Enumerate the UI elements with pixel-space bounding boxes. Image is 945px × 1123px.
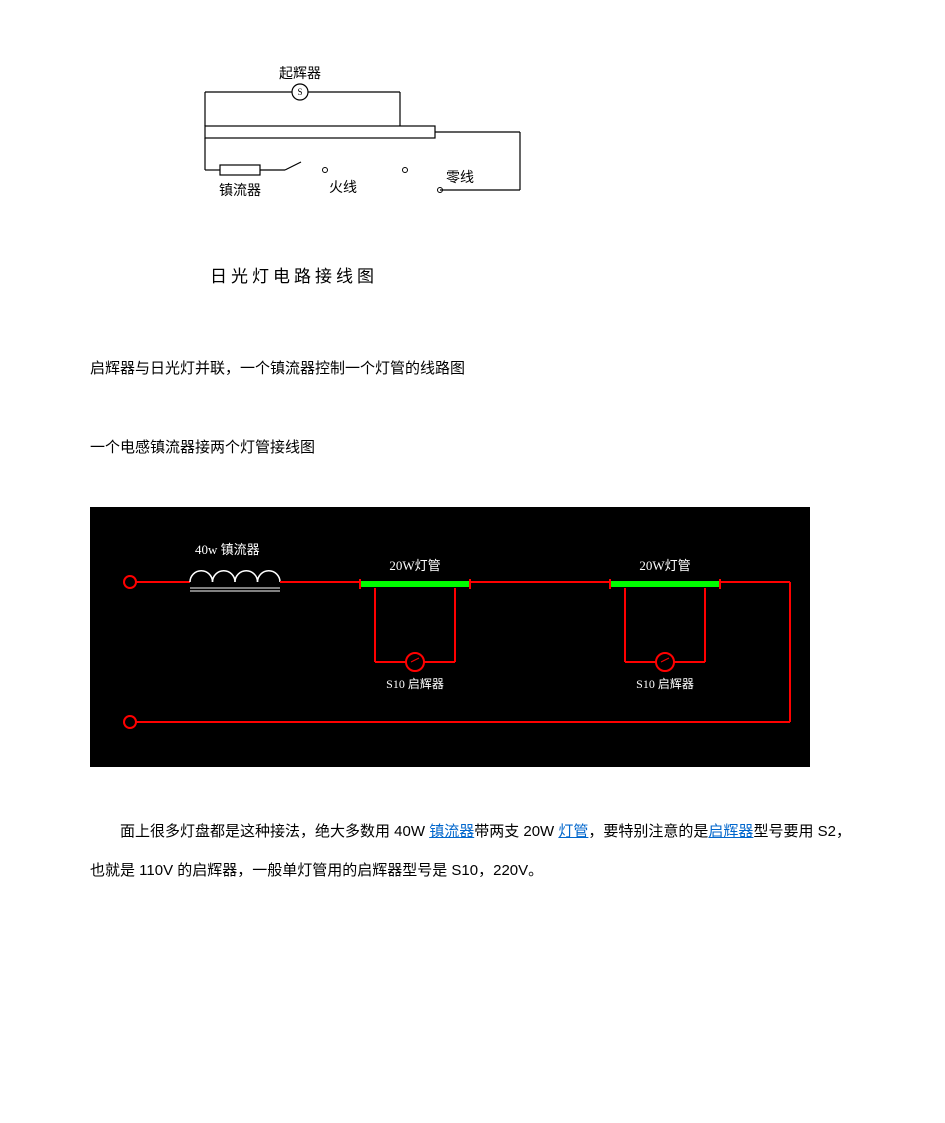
- link-ballast[interactable]: 镇流器: [429, 823, 474, 840]
- svg-text:40w 镇流器: 40w 镇流器: [195, 542, 260, 557]
- p3-text-1: 面上很多灯盘都是这种接法，绝大多数用 40W: [120, 823, 429, 840]
- paragraph-2: 一个电感镇流器接两个灯管接线图: [90, 428, 855, 467]
- svg-text:镇流器: 镇流器: [219, 183, 261, 199]
- p3-text-2: 带两支 20W: [474, 823, 558, 840]
- diagram-1-single-tube: S 起辉器镇流器 火线 零线: [150, 60, 855, 225]
- svg-text:零线: 零线: [446, 170, 474, 186]
- schematic-single-tube: S 起辉器镇流器 火线 零线: [150, 60, 580, 210]
- svg-text:S10 启辉器: S10 启辉器: [636, 677, 694, 691]
- svg-text:火线: 火线: [329, 180, 357, 196]
- paragraph-1: 启辉器与日光灯并联，一个镇流器控制一个灯管的线路图: [90, 349, 855, 388]
- svg-text:起辉器: 起辉器: [279, 66, 321, 82]
- p3-text-3: ，要特别注意的是: [588, 823, 708, 840]
- paragraph-3: 面上很多灯盘都是这种接法，绝大多数用 40W 镇流器带两支 20W 灯管，要特别…: [90, 812, 855, 890]
- diagram-2-dual-tube: 40w 镇流器 20W灯管 S10 启辉器 20W灯管 S10 启辉器: [90, 507, 855, 782]
- diagram-1-caption: 日光灯电路接线图: [210, 255, 855, 299]
- svg-text:S10 启辉器: S10 启辉器: [386, 677, 444, 691]
- schematic-dual-tube: 40w 镇流器 20W灯管 S10 启辉器 20W灯管 S10 启辉器: [90, 507, 810, 767]
- svg-text:20W灯管: 20W灯管: [639, 558, 690, 573]
- svg-text:S: S: [297, 87, 302, 97]
- link-tube[interactable]: 灯管: [558, 823, 588, 840]
- svg-text:20W灯管: 20W灯管: [389, 558, 440, 573]
- link-starter[interactable]: 启辉器: [708, 823, 753, 840]
